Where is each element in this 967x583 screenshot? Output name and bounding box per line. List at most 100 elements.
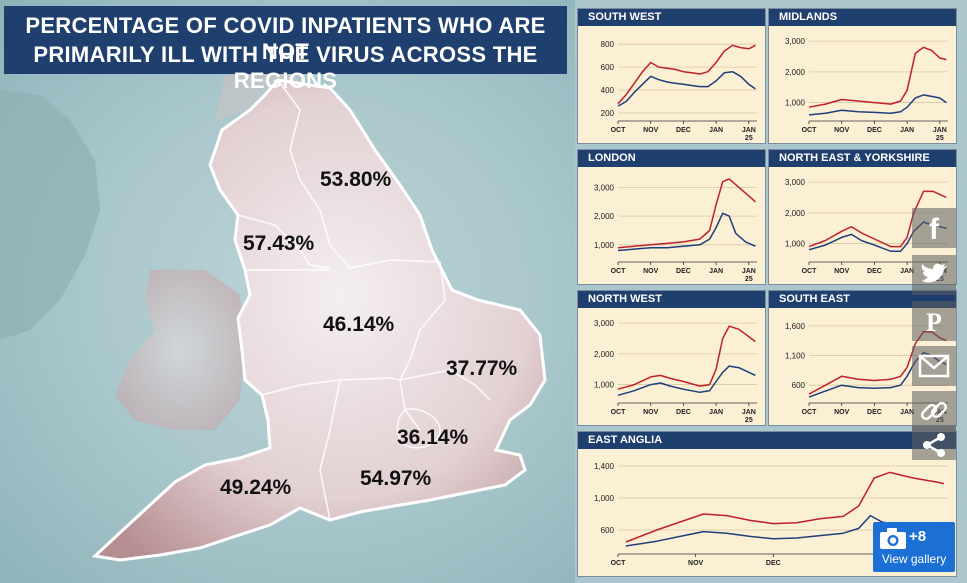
gallery-label: View gallery <box>881 552 947 566</box>
x-tick-sublabel: 25 <box>936 135 944 142</box>
facebook-icon: f <box>929 213 940 246</box>
share-share-button[interactable] <box>912 426 956 460</box>
y-tick-label: 1,400 <box>594 462 615 471</box>
view-gallery-button[interactable]: +8 View gallery <box>873 522 955 572</box>
email-icon <box>918 354 950 378</box>
region-percentage-north-west: 57.43% <box>243 232 315 255</box>
y-tick-label: 1,100 <box>785 352 806 361</box>
x-tick-label: DEC <box>676 127 691 134</box>
series-line-blue <box>617 365 756 397</box>
y-tick-label: 800 <box>601 40 615 49</box>
y-tick-label: 600 <box>601 526 615 535</box>
title-banner: PERCENTAGE OF COVID INPATIENTS WHO ARE N… <box>4 6 567 93</box>
chart-panel-midlands: MIDLANDS 1,000 2,000 3,000 OCT NOV DEC JAN JAN 25 <box>768 8 957 144</box>
series-line-red <box>625 471 945 543</box>
y-tick-label: 3,000 <box>594 319 615 328</box>
x-tick-label: OCT <box>611 268 627 275</box>
region-percentage-east-of-england: 37.77% <box>446 357 518 380</box>
x-tick-label: NOV <box>834 409 850 416</box>
series-line-blue <box>808 94 947 116</box>
title-line-1: PERCENTAGE OF COVID INPATIENTS WHO ARE N… <box>25 13 546 64</box>
email-share-button[interactable] <box>912 346 956 386</box>
x-tick-label: JAN <box>709 127 723 134</box>
y-tick-label: 1,000 <box>594 241 615 250</box>
series-line-blue <box>617 212 756 252</box>
x-tick-label: DEC <box>676 268 691 275</box>
x-tick-label: JAN <box>742 127 756 134</box>
y-tick-label: 3,000 <box>785 37 806 46</box>
x-tick-label: JAN <box>742 268 756 275</box>
chart-panel-north-west: NORTH WEST 1,000 2,000 3,000 OCT NOV DEC JAN JAN… <box>577 290 766 426</box>
title-line-2: PRIMARILY ILL WITH THE VIRUS ACROSS THE … <box>33 42 538 93</box>
y-tick-label: 1,000 <box>594 381 615 390</box>
svg-text:f: f <box>929 213 940 246</box>
series-line-red <box>617 44 756 105</box>
series-line-red <box>617 325 756 390</box>
region-percentage-midlands: 46.14% <box>323 313 395 336</box>
x-tick-label: OCT <box>611 409 627 416</box>
y-tick-label: 3,000 <box>785 178 806 187</box>
share-icon <box>923 433 945 457</box>
chart-panel-south-west: SOUTH WEST 200 400 600 800 OCT NOV DEC JAN JAN 25 <box>577 8 766 144</box>
link-share-button[interactable] <box>912 391 956 431</box>
x-tick-label: DEC <box>867 409 882 416</box>
x-tick-label: NOV <box>643 409 659 416</box>
svg-text:P: P <box>926 308 942 337</box>
x-tick-label: JAN <box>900 127 914 134</box>
region-borders <box>237 79 491 521</box>
twitter-share-button[interactable] <box>912 255 956 295</box>
y-tick-label: 600 <box>792 381 806 390</box>
y-tick-label: 2,000 <box>594 350 615 359</box>
chart-title: SOUTH EAST <box>769 291 956 308</box>
x-tick-label: JAN <box>933 127 947 134</box>
x-tick-label: DEC <box>867 268 882 275</box>
chart-title: NORTH WEST <box>578 291 765 308</box>
region-percentage-north-east: 53.80% <box>320 168 392 191</box>
x-tick-label: DEC <box>867 127 882 134</box>
link-icon <box>920 401 948 421</box>
x-tick-label: JAN <box>742 409 756 416</box>
x-tick-label: OCT <box>611 127 627 134</box>
chart-title: NORTH EAST & YORKSHIRE <box>769 150 956 167</box>
x-tick-label: JAN <box>709 268 723 275</box>
ireland-shape <box>0 90 100 340</box>
camera-icon <box>880 528 906 549</box>
wales-shape <box>115 270 245 430</box>
map-panel: PERCENTAGE OF COVID INPATIENTS WHO ARE N… <box>0 0 575 583</box>
y-tick-label: 2,000 <box>785 209 806 218</box>
gallery-count: +8 <box>909 528 927 545</box>
region-percentage-south-east: 54.97% <box>360 467 432 490</box>
x-tick-label: DEC <box>766 560 781 567</box>
chart-panel-london: LONDON 1,000 2,000 3,000 OCT NOV DEC JAN JAN 25 <box>577 149 766 285</box>
chart-title: SOUTH WEST <box>578 9 765 26</box>
facebook-share-button[interactable]: f <box>912 208 956 248</box>
x-tick-label: NOV <box>688 560 704 567</box>
y-tick-label: 3,000 <box>594 183 615 192</box>
x-tick-label: OCT <box>611 560 627 567</box>
x-tick-label: OCT <box>802 409 818 416</box>
x-tick-label: NOV <box>643 127 659 134</box>
series-line-red <box>808 190 947 248</box>
chart-title: LONDON <box>578 150 765 167</box>
pinterest-share-button[interactable]: P <box>912 301 956 341</box>
x-tick-sublabel: 25 <box>745 276 753 283</box>
england-shape <box>91 78 547 562</box>
region-percentage-south-west: 49.24% <box>220 476 292 499</box>
x-tick-label: JAN <box>900 268 914 275</box>
y-tick-label: 600 <box>601 63 615 72</box>
x-tick-label: JAN <box>900 409 914 416</box>
y-tick-label: 200 <box>601 109 615 118</box>
series-line-red <box>617 178 756 249</box>
x-tick-label: OCT <box>802 127 818 134</box>
y-tick-label: 1,000 <box>594 494 615 503</box>
x-tick-label: JAN <box>709 409 723 416</box>
y-tick-label: 1,000 <box>785 99 806 108</box>
series-line-red <box>808 46 947 108</box>
x-tick-label: DEC <box>676 409 691 416</box>
chart-title: MIDLANDS <box>769 9 956 26</box>
